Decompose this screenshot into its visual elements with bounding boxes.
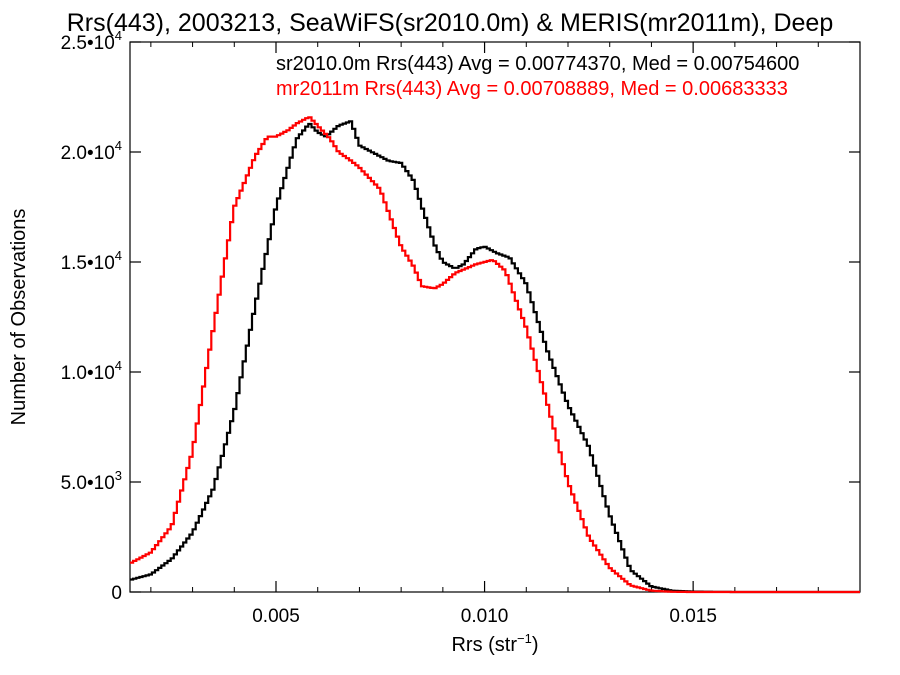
series-group — [130, 116, 860, 594]
y-axis: 0 5.0•103 1.0•104 1.5•104 2.0•104 2.5•104 — [61, 28, 860, 604]
annotation-seawifs: sr2010.0m Rrs(443) Avg = 0.00774370, Med… — [276, 53, 799, 75]
chart-title: Rrs(443), 2003213, SeaWiFS(sr2010.0m) & … — [67, 9, 833, 37]
plot-frame — [129, 41, 861, 593]
y-tick-label: 5.0•103 — [61, 468, 122, 494]
y-tick-label: 0 — [111, 583, 122, 604]
y-tick-label: 2.0•104 — [61, 138, 122, 164]
y-tick-label: 2.5•104 — [61, 28, 122, 54]
x-tick-label: 0.005 — [252, 606, 300, 627]
annotation-meris: mr2011m Rrs(443) Avg = 0.00708889, Med =… — [276, 78, 788, 100]
series-line-meris — [130, 116, 860, 594]
x-tick-label: 0.010 — [461, 606, 509, 627]
y-tick-label: 1.0•104 — [61, 358, 122, 384]
y-axis-label: Number of Observations — [8, 209, 30, 426]
x-tick-label: 0.015 — [669, 606, 717, 627]
y-tick-label: 1.5•104 — [61, 248, 122, 274]
x-axis-label: Rrs (str−1) — [451, 631, 538, 656]
x-axis: 0.005 0.010 0.015 — [150, 42, 819, 627]
